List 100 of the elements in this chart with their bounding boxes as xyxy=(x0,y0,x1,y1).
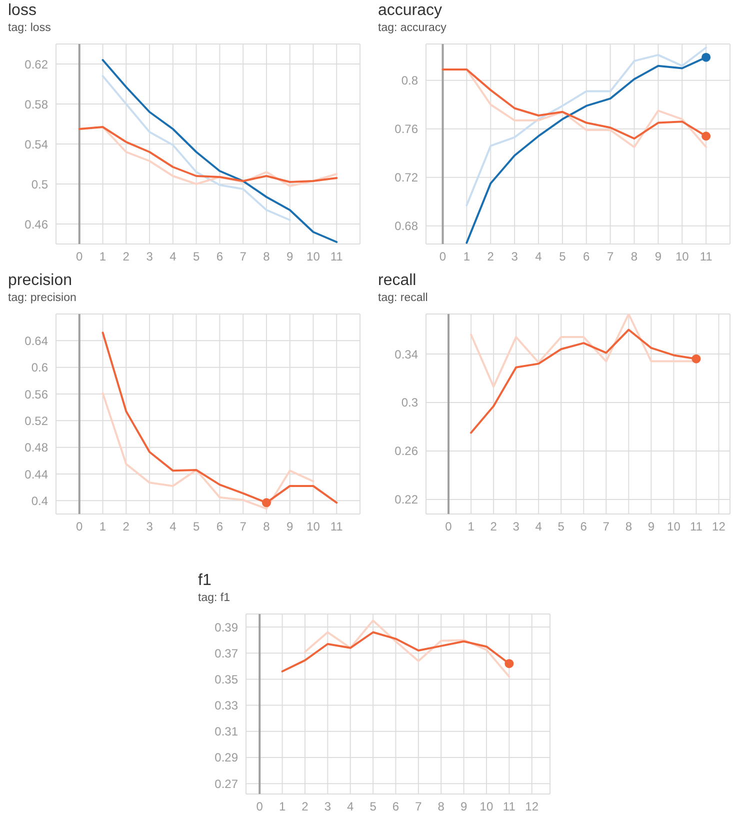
x-tick-label: 1 xyxy=(468,520,475,534)
x-tick-label: 0 xyxy=(439,250,446,264)
x-tick-label: 9 xyxy=(654,250,662,264)
y-tick-label: 0.37 xyxy=(214,646,238,660)
x-tick-label: 8 xyxy=(630,250,638,264)
x-tick-label: 8 xyxy=(263,520,270,534)
x-tick-label: 10 xyxy=(306,250,320,264)
chart-subtitle: tag: precision xyxy=(8,292,76,304)
x-tick-label: 9 xyxy=(286,520,294,534)
x-tick-label: 0 xyxy=(256,800,264,814)
x-tick-label: 11 xyxy=(502,800,516,814)
x-tick-label: 9 xyxy=(648,520,655,534)
line-series xyxy=(102,59,338,243)
y-tick-label: 0.58 xyxy=(24,97,48,112)
x-tick-label: 2 xyxy=(490,520,498,534)
x-tick-label: 9 xyxy=(460,800,468,814)
chart-title: recall xyxy=(378,272,416,290)
x-tick-label: 6 xyxy=(216,520,224,534)
line-series xyxy=(466,46,708,206)
x-tick-label: 11 xyxy=(330,520,344,534)
x-tick-label: 5 xyxy=(370,800,377,814)
y-tick-label: 0.68 xyxy=(394,219,418,234)
line-series xyxy=(304,620,510,678)
y-tick-label: 0.46 xyxy=(24,217,48,232)
x-tick-label: 10 xyxy=(675,250,690,264)
y-tick-label: 0.4 xyxy=(31,494,48,508)
x-tick-label: 3 xyxy=(146,520,154,534)
y-tick-label: 0.34 xyxy=(394,347,418,362)
x-tick-label: 5 xyxy=(192,520,200,534)
x-tick-label: 10 xyxy=(480,800,494,814)
y-tick-label: 0.26 xyxy=(394,444,418,458)
y-tick-label: 0.6 xyxy=(31,360,48,375)
y-tick-label: 0.22 xyxy=(394,492,418,507)
x-tick-label: 7 xyxy=(415,800,422,814)
x-tick-label: 8 xyxy=(263,250,270,264)
y-tick-label: 0.31 xyxy=(214,724,238,739)
x-tick-label: 7 xyxy=(240,250,247,264)
y-tick-label: 0.72 xyxy=(394,170,418,185)
x-tick-label: 3 xyxy=(511,250,518,264)
x-tick-label: 2 xyxy=(122,520,130,534)
x-tick-label: 4 xyxy=(347,800,354,814)
x-tick-label: 6 xyxy=(580,520,588,534)
x-tick-label: 2 xyxy=(302,800,309,814)
y-tick-label: 0.35 xyxy=(214,672,238,686)
y-tick-label: 0.5 xyxy=(31,177,48,192)
y-tick-label: 0.64 xyxy=(24,334,48,348)
x-tick-label: 6 xyxy=(392,800,400,814)
chart-subtitle: tag: f1 xyxy=(198,592,230,604)
chart-subtitle: tag: loss xyxy=(8,22,51,34)
y-tick-label: 0.39 xyxy=(214,620,238,634)
x-tick-label: 5 xyxy=(192,250,200,264)
x-tick-label: 10 xyxy=(667,520,681,534)
x-tick-label: 12 xyxy=(712,520,726,534)
chart-title: precision xyxy=(8,272,72,290)
x-tick-label: 2 xyxy=(487,250,494,264)
x-tick-label: 1 xyxy=(463,250,470,264)
y-tick-label: 0.3 xyxy=(401,396,418,410)
x-tick-label: 9 xyxy=(286,250,294,264)
x-tick-label: 3 xyxy=(324,800,332,814)
y-tick-label: 0.76 xyxy=(394,122,418,136)
x-tick-label: 11 xyxy=(330,250,344,264)
x-tick-label: 5 xyxy=(558,520,565,534)
x-tick-label: 2 xyxy=(122,250,130,264)
y-tick-label: 0.48 xyxy=(24,440,48,455)
x-tick-label: 7 xyxy=(602,520,610,534)
x-tick-label: 0 xyxy=(445,520,452,534)
x-tick-label: 4 xyxy=(170,250,177,264)
y-tick-label: 0.29 xyxy=(214,750,238,765)
x-tick-label: 10 xyxy=(306,520,320,534)
x-tick-label: 6 xyxy=(583,250,590,264)
y-tick-label: 0.56 xyxy=(24,387,48,402)
x-tick-label: 1 xyxy=(99,520,106,534)
chart-title: loss xyxy=(8,2,36,20)
x-tick-label: 1 xyxy=(99,250,106,264)
x-tick-label: 3 xyxy=(146,250,154,264)
x-tick-label: 4 xyxy=(535,520,542,534)
x-tick-label: 4 xyxy=(170,520,177,534)
x-tick-label: 12 xyxy=(525,800,539,814)
y-tick-label: 0.8 xyxy=(401,74,418,88)
y-tick-label: 0.44 xyxy=(24,467,48,482)
x-tick-label: 4 xyxy=(535,250,542,264)
x-tick-label: 7 xyxy=(606,250,614,264)
chart-title: accuracy xyxy=(378,2,442,20)
line-series xyxy=(102,75,291,221)
x-tick-label: 8 xyxy=(625,520,632,534)
y-tick-label: 0.62 xyxy=(24,57,48,72)
y-tick-label: 0.52 xyxy=(24,414,48,428)
x-tick-label: 3 xyxy=(512,520,520,534)
x-tick-label: 11 xyxy=(690,520,703,534)
x-tick-label: 1 xyxy=(278,800,286,814)
line-series xyxy=(102,392,314,510)
y-tick-label: 0.33 xyxy=(214,698,238,713)
x-tick-label: 8 xyxy=(438,800,445,814)
x-tick-label: 0 xyxy=(76,250,84,264)
y-tick-label: 0.54 xyxy=(24,137,48,152)
x-tick-label: 6 xyxy=(216,250,224,264)
y-tick-label: 0.27 xyxy=(214,776,238,791)
x-tick-label: 11 xyxy=(700,250,713,264)
x-tick-label: 0 xyxy=(76,520,84,534)
chart-title: f1 xyxy=(198,572,212,590)
